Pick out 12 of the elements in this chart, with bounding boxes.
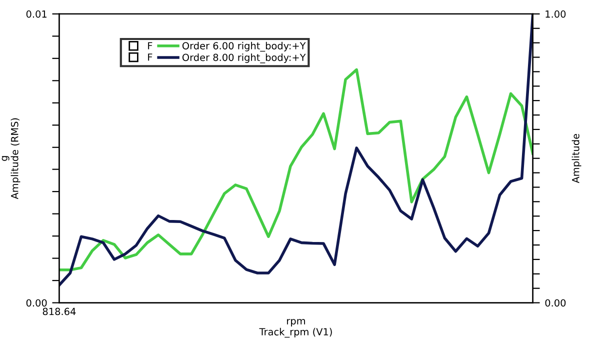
y2-tick-label: 0.00 [545,299,566,307]
x-axis-title: rpm Track_rpm (V1) [259,318,332,338]
legend-label: Order 6.00 right_body:+Y [182,42,306,52]
annotation: F [148,42,152,50]
y2-tick-label: 1.00 [546,10,566,18]
y2-axis-title: Amplitude [572,134,582,184]
legend-label: Order 8.00 right_body:+Y [182,54,306,64]
line-series [59,68,533,272]
x-tick-label: 818.64 [42,308,76,316]
y-tick-label: 0.01 [26,10,46,18]
y-axis-title: g Amplitude (RMS) [2,118,20,200]
annotation: F [148,54,152,61]
